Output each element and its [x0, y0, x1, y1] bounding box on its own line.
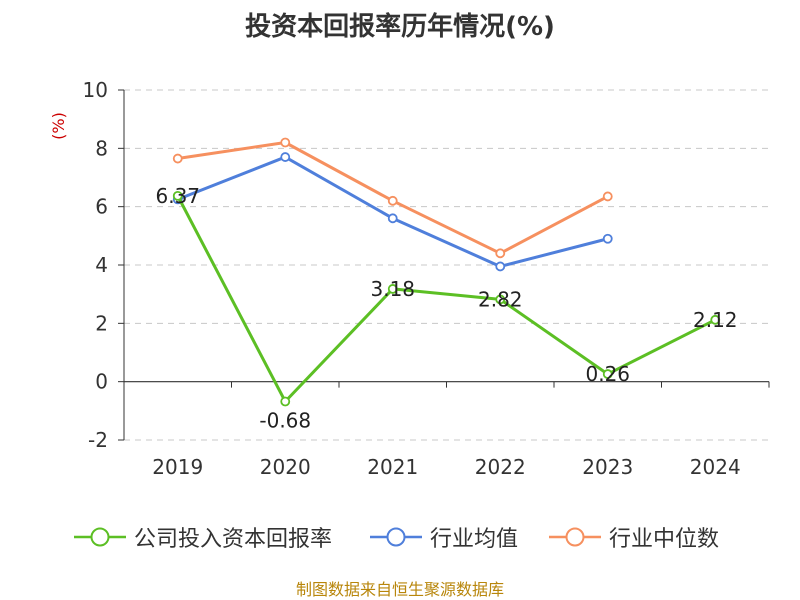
- data-point: [172, 153, 183, 164]
- y-tick-label: 0: [95, 370, 108, 394]
- legend: 公司投入资本回报率 行业均值 行业中位数: [0, 520, 800, 554]
- y-tick-label: 6: [95, 195, 108, 219]
- grid-lines: [124, 89, 769, 441]
- data-point: [280, 137, 291, 148]
- x-tick-label: 2023: [582, 455, 633, 479]
- x-tick-label: 2021: [367, 455, 418, 479]
- data-point: [495, 294, 506, 305]
- data-point: [172, 190, 183, 201]
- data-label: 2.82: [478, 287, 523, 311]
- data-point: [280, 396, 291, 407]
- y-tick-label: -2: [88, 428, 108, 452]
- series-line: [177, 155, 609, 268]
- y-tick-label: 4: [95, 253, 108, 277]
- legend-item-industry-mean[interactable]: 行业均值: [370, 520, 518, 554]
- data-label: 3.18: [370, 277, 415, 301]
- legend-item-industry-median[interactable]: 行业中位数: [549, 520, 719, 554]
- data-point: [387, 213, 398, 224]
- axes: [118, 89, 770, 441]
- data-point: [495, 248, 506, 259]
- data-label: 0.26: [585, 362, 630, 386]
- x-tick-label: 2020: [260, 455, 311, 479]
- data-point: [495, 261, 506, 272]
- chart-title: 投资本回报率历年情况(%): [245, 12, 555, 42]
- y-tick-label: 2: [95, 311, 108, 335]
- legend-label: 行业均值: [430, 527, 519, 552]
- source-note: 制图数据来自恒生聚源数据库: [295, 580, 504, 599]
- data-point: [387, 284, 398, 294]
- series-group: [172, 137, 721, 407]
- data-label: -0.68: [259, 409, 311, 433]
- legend-label: 行业中位数: [609, 527, 720, 552]
- legend-line-marker: [549, 527, 601, 547]
- y-tick-label: 10: [83, 78, 108, 102]
- y-axis-label: (%): [49, 112, 68, 140]
- tick-labels: -2 0 2 4 6 8 10 2019 2020 2021 2022 2023 2024: [83, 78, 741, 479]
- legend-item-company[interactable]: 公司投入资本回报率: [74, 520, 332, 554]
- series-line: [176, 195, 716, 403]
- x-tick-label: 2024: [690, 455, 741, 479]
- data-point: [602, 191, 613, 202]
- legend-line-marker: [370, 527, 422, 547]
- data-point: [602, 369, 613, 379]
- x-tick-label: 2019: [152, 455, 203, 479]
- data-point: [387, 195, 398, 206]
- x-tick-label: 2022: [475, 455, 526, 479]
- legend-label: 公司投入资本回报率: [134, 527, 333, 552]
- data-point: [602, 233, 613, 244]
- data-label: 2.12: [693, 308, 738, 332]
- data-label: 6.37: [155, 184, 200, 208]
- y-tick-label: 8: [95, 136, 108, 160]
- data-labels: 6.37 -0.68 3.18 2.82 0.26 2.12: [155, 184, 737, 433]
- data-point: [280, 152, 291, 162]
- legend-line-marker: [74, 527, 126, 547]
- data-point: [710, 314, 721, 325]
